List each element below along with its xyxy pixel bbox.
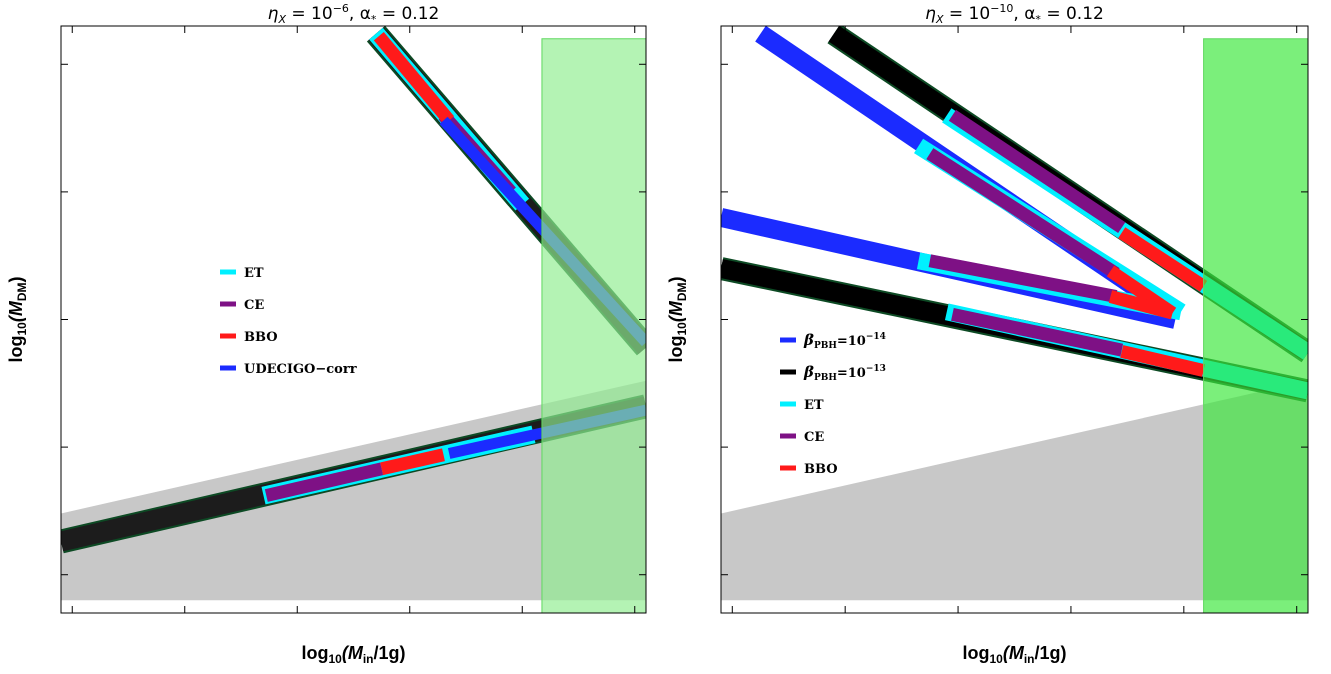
chart-title: ηX = 10−10, α* = 0.12 (925, 2, 1104, 26)
segment-bbo-9 (1108, 290, 1175, 320)
legend: ET CE BBO UDECIGO−corr (220, 266, 357, 377)
y-axis-label: log10(MDM) (666, 276, 689, 362)
segment-bbo-5 (380, 448, 445, 476)
chart-title: ηX = 10−6, α* = 0.12 (268, 2, 440, 26)
y-axis-label: log10(MDM) (6, 276, 29, 362)
segment-bbo-10 (1118, 227, 1208, 292)
segment-ce-4 (926, 148, 1120, 280)
segment-ce-7 (951, 308, 1124, 357)
panel-1: ηX = 10−6, α* = 0.12 log10(Min/1g) log10(M… (6, 2, 647, 666)
legend-label-3: UDECIGO−corr (244, 362, 357, 377)
legend: βPBH=10−14 βPBH=10−13 ET CE BBO (780, 331, 886, 477)
legend-label-1: CE (244, 298, 264, 313)
legend-label-2: ET (804, 398, 824, 413)
legend-label-0: ET (244, 266, 264, 281)
legend-label-4: BBO (804, 462, 838, 477)
legend-label-3: CE (804, 430, 824, 445)
bbn-region (541, 38, 646, 613)
plot-area (61, 26, 646, 613)
segment-ce-3 (264, 462, 384, 502)
segment-bbo-4 (373, 32, 455, 125)
legend-label-1: βPBH=10−13 (803, 363, 886, 383)
segment-ce-6 (948, 109, 1126, 234)
legend-label-0: βPBH=10−14 (803, 331, 886, 351)
segment-ce-5 (928, 254, 1118, 303)
segment-bbo-11 (1120, 345, 1206, 377)
x-axis-label: log10(Min/1g) (962, 643, 1066, 666)
x-axis-label: log10(Min/1g) (301, 643, 405, 666)
plot-area (721, 26, 1308, 613)
wdm-region (721, 380, 1308, 601)
panel-2: ηX = 10−10, α* = 0.12 log10(Min/1g) log10(… (666, 2, 1309, 666)
legend-label-2: BBO (244, 330, 278, 345)
bbn-region (1203, 38, 1308, 613)
